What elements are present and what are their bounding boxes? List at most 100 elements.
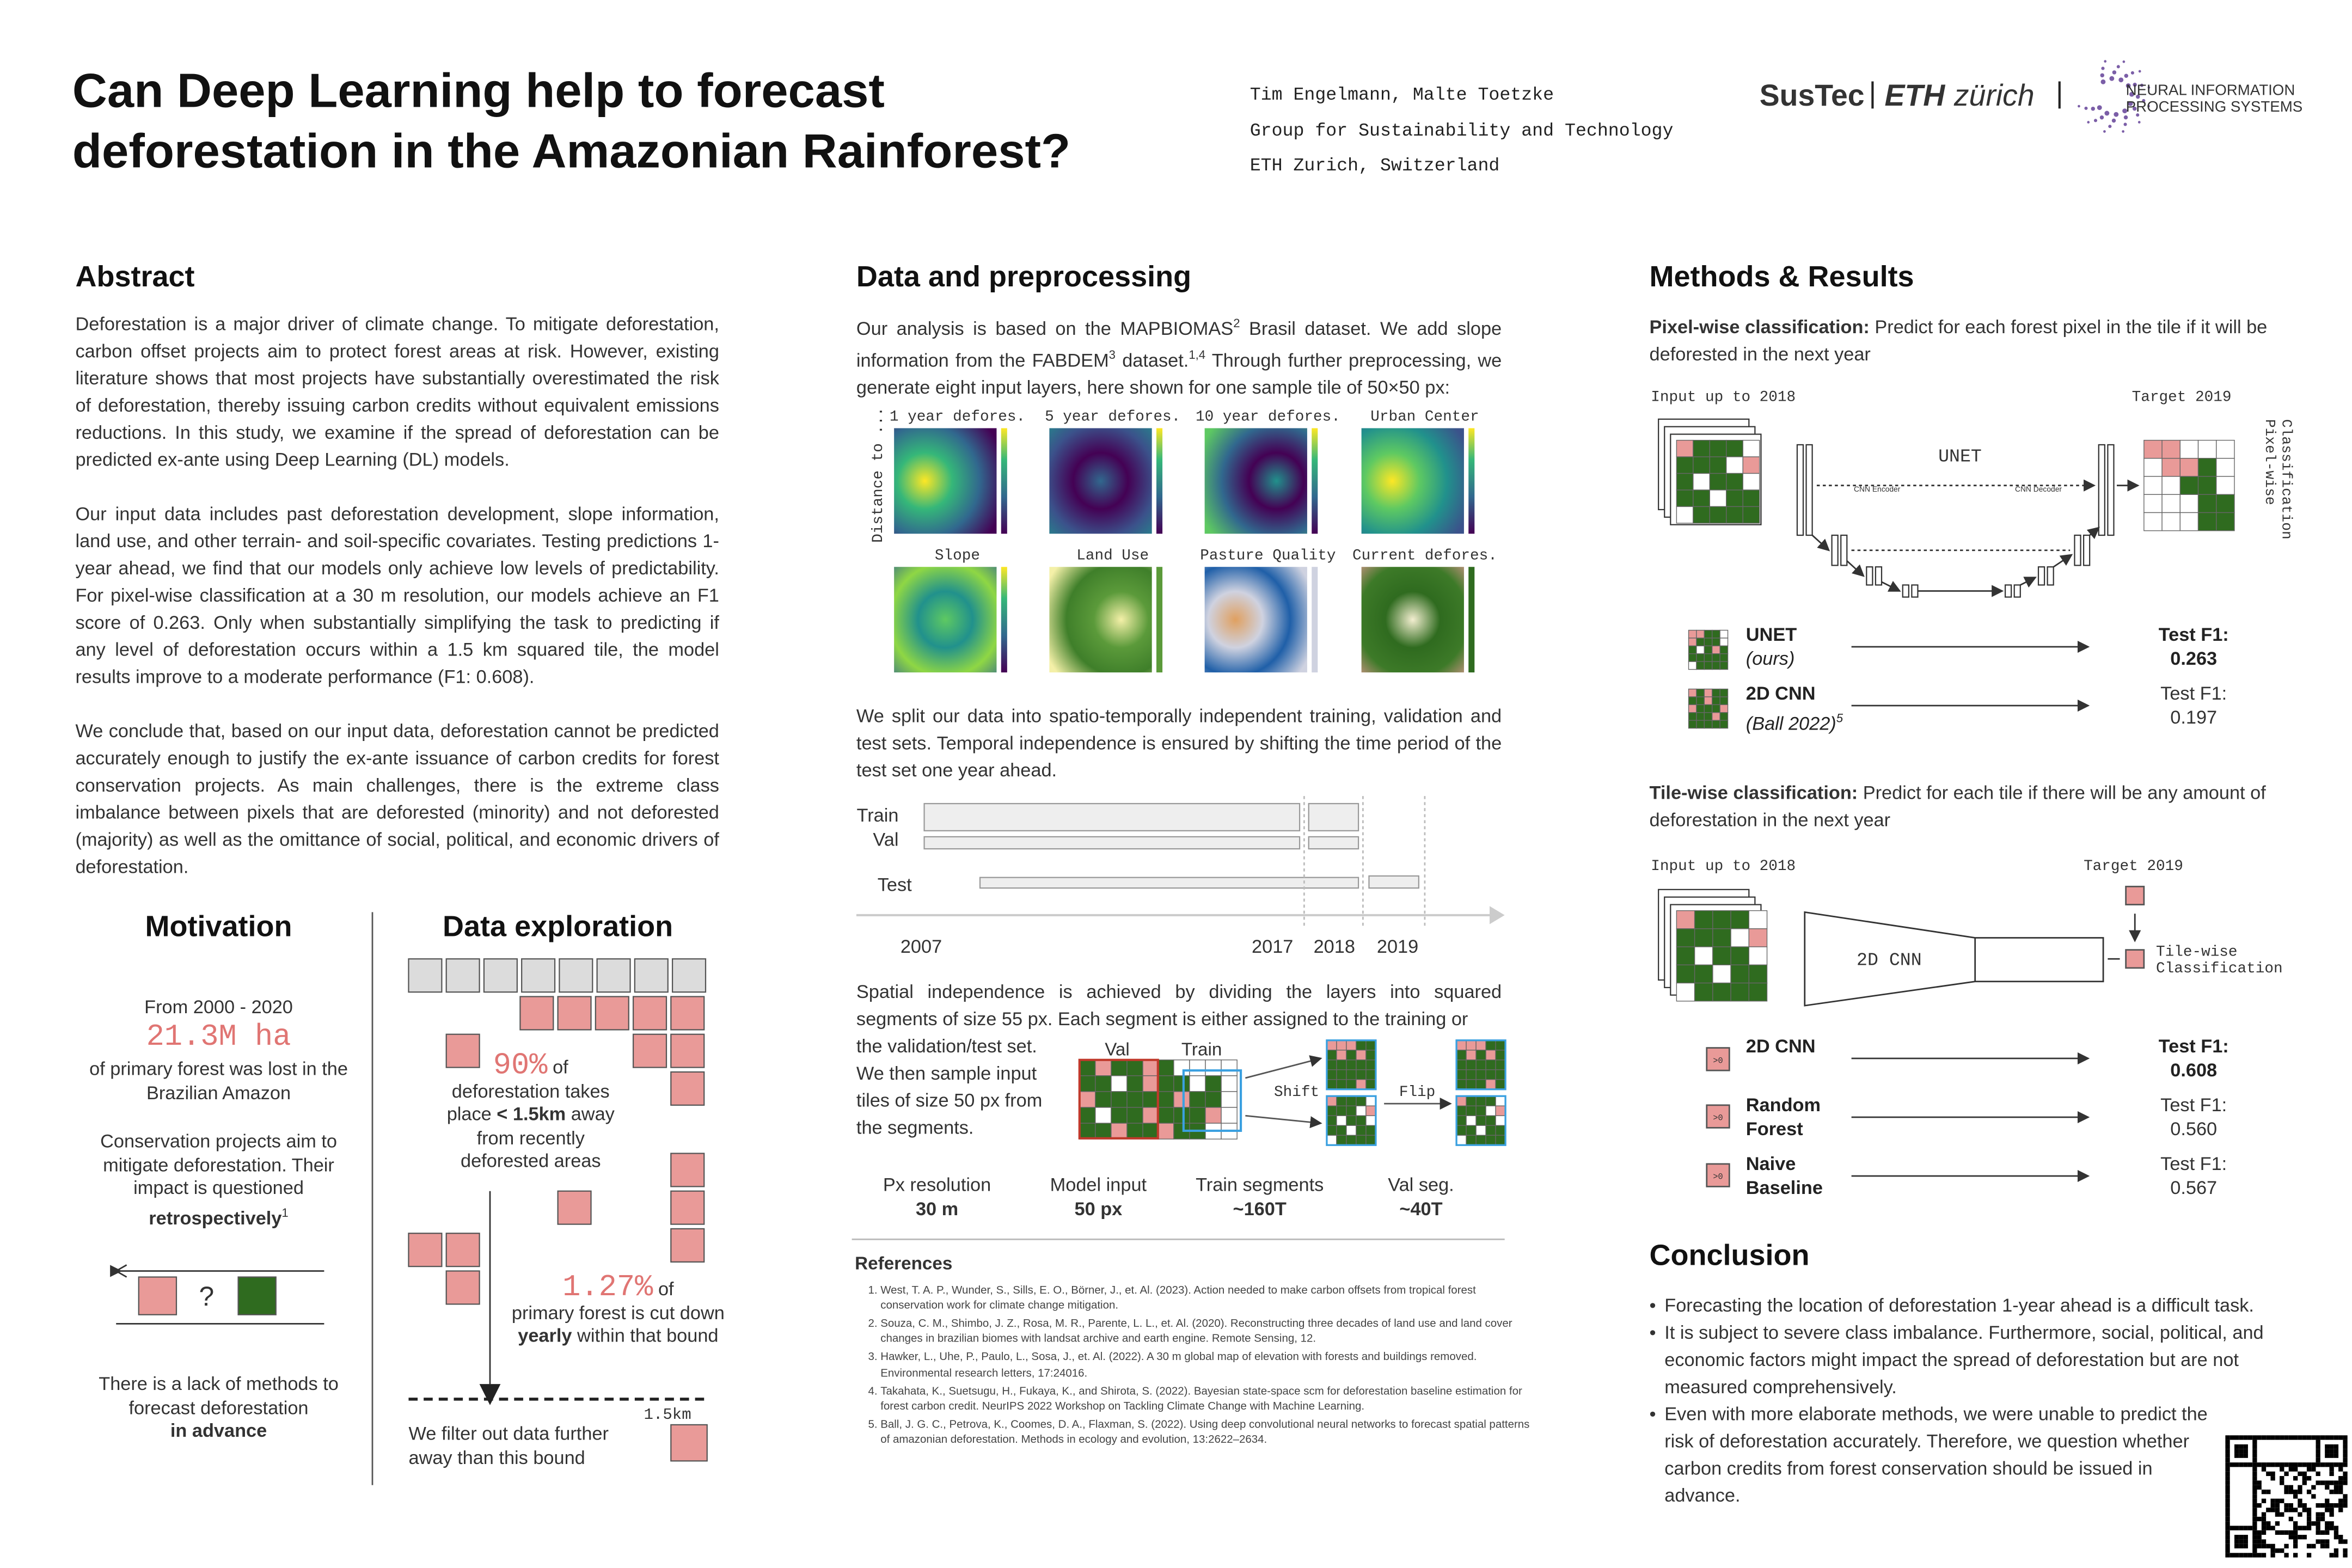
segment-cell [1205,1091,1222,1108]
qr-module [2247,1553,2253,1558]
qr-module [2329,1503,2334,1508]
sample-cell [1326,1050,1337,1061]
layer-title: Slope [935,547,980,564]
qr-module [2266,1462,2271,1467]
model-icon-cell [1704,661,1713,670]
cnn-body [1804,911,2104,1007]
segment-cell [1079,1123,1096,1140]
qr-module [2280,1498,2284,1503]
qr-module [2329,1449,2334,1454]
segment-cell [1157,1059,1174,1076]
qr-module [2320,1512,2325,1517]
references-list: West, T. A. P., Wunder, S., Sills, E. O.… [855,1283,1532,1450]
input-cell [1676,489,1694,507]
motivation-period: From 2000 - 2020 [144,996,293,1018]
sample-cell [1365,1135,1376,1146]
deforested-square [632,996,667,1031]
input-cell [1709,456,1727,474]
qr-module [2288,1467,2293,1472]
tile-square [521,958,556,993]
deforested-square [670,996,705,1031]
segment-cell [1079,1091,1096,1108]
stat-value: 30 m [915,1198,959,1220]
input-cell [1730,964,1750,984]
qr-module [2252,1453,2257,1458]
model-icon-cell [1688,696,1697,706]
qr-module [2302,1462,2307,1467]
qr-module [2325,1485,2330,1490]
ref: 1 [281,1205,289,1219]
qr-module [2270,1503,2275,1508]
qr-module [2343,1539,2348,1544]
sample-cell [1356,1135,1367,1146]
tile-square [671,958,707,993]
qr-module [2270,1498,2275,1503]
qr-module [2225,1476,2230,1481]
qr-module [2261,1516,2267,1522]
location: ETH Zurich, Switzerland [1250,155,1500,176]
qr-module [2261,1539,2267,1544]
segment-cell [1111,1107,1128,1124]
model-note: (ours) [1746,647,1852,671]
logo-dot [2109,76,2115,81]
qr-module [2275,1548,2280,1553]
model-icon-cell [1712,629,1720,639]
qr-module [2252,1516,2257,1522]
model-icon-cell [1712,638,1720,647]
input-cell [1693,456,1711,474]
qr-module [2225,1440,2230,1444]
tile-square [634,958,669,993]
qr-module [2338,1462,2343,1467]
target-cell [2216,458,2235,477]
augment-label: Flip [1399,1084,1435,1101]
qr-module [2311,1462,2316,1467]
qr-module [2243,1539,2248,1544]
qr-module [2320,1530,2325,1535]
qr-module [2338,1435,2343,1440]
spatial-text: the validation/test set. We then sample … [856,1036,1043,1138]
sample-cell [1336,1135,1347,1146]
sample-cell [1336,1050,1347,1061]
sample-cell [1336,1079,1347,1090]
sample-cell [1456,1125,1467,1136]
input-cell [1709,489,1727,507]
qr-module [2343,1498,2348,1503]
input-cell [1693,506,1711,524]
sample-cell [1495,1050,1506,1061]
model-icon-cell [1696,638,1705,647]
qr-module [2311,1467,2316,1472]
qr-module [2225,1471,2230,1477]
val-frame [1078,1058,1159,1140]
paragraph: Deforestation is a major driver of clima… [75,314,719,470]
stat-label: Val seg. [1388,1174,1454,1196]
target-cell [2179,476,2199,495]
input-cell [1730,982,1750,1002]
qr-module [2288,1490,2293,1494]
metric: Test F1: [2158,624,2229,646]
timeline-bar [1308,836,1359,850]
segment-label: Train [1181,1039,1222,1059]
logo-sustec: SusTec [1760,78,1865,112]
qr-module [2234,1444,2239,1449]
qr-module [2225,1512,2230,1517]
sample-cell [1346,1040,1357,1051]
qr-module [2288,1485,2293,1490]
layer-image [1049,428,1152,534]
input-cell [1742,456,1760,474]
segment-cell [1189,1059,1206,1076]
result-score: Test F1: 0.263 [2118,624,2269,671]
qr-module [2252,1543,2257,1548]
model-icon [1706,1047,1730,1071]
target-cell [2197,458,2217,477]
qr-module [2252,1476,2257,1481]
qr-module [2338,1480,2343,1485]
sample-cell [1356,1115,1367,1126]
qr-module [2257,1516,2262,1522]
sample-cell [1466,1135,1477,1146]
qr-module [2329,1471,2334,1477]
model-icon-cell [1696,720,1705,729]
qr-module [2316,1516,2320,1522]
qr-module [2306,1521,2312,1526]
segment-cell [1221,1075,1238,1092]
